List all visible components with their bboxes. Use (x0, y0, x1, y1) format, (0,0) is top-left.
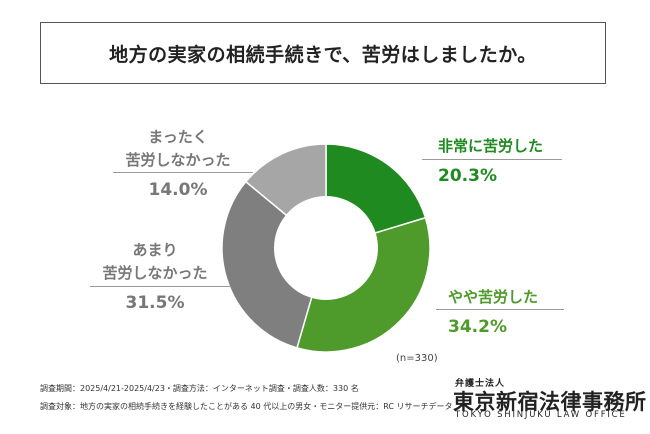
label-not-much-name-2: 苦労しなかった (102, 264, 208, 282)
label-somewhat-hard: やや苦労した 34.2% (448, 287, 538, 338)
label-not-much: あまり 苦労しなかった 31.5% (90, 240, 220, 314)
sample-size-label: (n=330) (396, 353, 438, 364)
logo-name: 東京新宿法律事務所 (453, 389, 647, 414)
leader-line-not-at-all (113, 172, 253, 173)
label-not-at-all: まったく 苦労しなかった 14.0% (113, 127, 243, 201)
leader-line-somewhat-hard (436, 309, 564, 310)
logo-english: TOKYO SHINJUKU LAW OFFICE (455, 410, 627, 420)
footer-survey-target: 調査対象：地方の実家の相続手続きを経験したことがある 40 代以上の男女・モニタ… (40, 402, 453, 411)
label-not-at-all-name-2: 苦労しなかった (125, 151, 231, 169)
leader-line-not-much (90, 286, 230, 287)
label-not-much-name-1: あまり (132, 241, 178, 259)
label-not-at-all-value: 14.0% (148, 180, 208, 200)
footer-survey-info: 調査期間：2025/4/21-2025/4/23・調査方法：インターネット調査・… (40, 384, 359, 393)
label-not-at-all-name-1: まったく (148, 128, 208, 146)
chart-title: 地方の実家の相続手続きで、苦労はしましたか。 (40, 22, 606, 84)
leader-line-very-hard (422, 159, 562, 160)
slice-not-much (221, 180, 327, 349)
label-not-much-value: 31.5% (125, 293, 185, 313)
label-very-hard-value: 20.3% (438, 166, 497, 186)
label-somewhat-hard-name: やや苦労した (448, 288, 539, 306)
label-very-hard: 非常に苦労した 20.3% (438, 136, 543, 187)
logo-subtitle: 弁護士法人 (455, 379, 506, 389)
label-very-hard-name: 非常に苦労した (438, 137, 544, 155)
label-somewhat-hard-value: 34.2% (448, 317, 507, 337)
